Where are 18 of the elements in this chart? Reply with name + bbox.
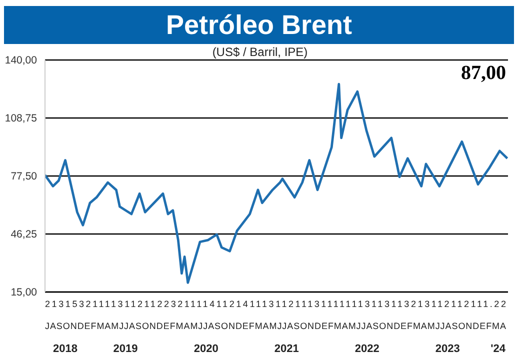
x-tick-label: 2020 [194, 342, 218, 355]
y-tick-label: 108,75 [4, 112, 38, 125]
y-tick-label: 15,00 [10, 286, 38, 299]
annotation: 87,00 [461, 62, 506, 85]
line-series [45, 82, 508, 284]
x-tick-label: 2018 [53, 342, 78, 355]
y-tick-label: 46,25 [10, 228, 38, 241]
text: 21315321111311211223211114112141113112111311111113113113213112112111.22 [45, 299, 506, 309]
x-tick-label: 2023 [435, 342, 460, 355]
y-tick-label: 140,00 [4, 54, 38, 67]
x-tick-label: 2022 [354, 342, 380, 355]
y-tick-label: 77,50 [10, 170, 38, 183]
x-tick-label: 2019 [113, 342, 138, 355]
chart-subtitle: (US$ / Barril, IPE) [212, 45, 308, 59]
x-tick-label: '24 [490, 342, 506, 355]
x-tick-label: 2021 [274, 342, 299, 355]
text: JASONDEFMAMJJASONDEFMAMJJASONDEFMAMJJASONDEFMAMJJASONDEFMAMJJASONDEFMA [45, 321, 506, 331]
chart-title: Petróleo Brent [4, 6, 514, 44]
